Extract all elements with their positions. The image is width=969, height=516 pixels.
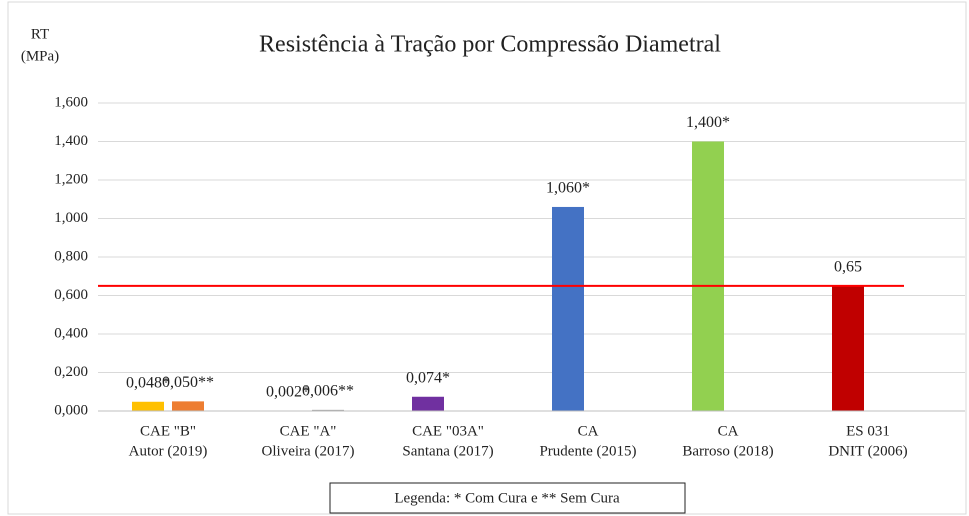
y-tick-label: 1,000 <box>54 210 88 226</box>
y-axis-label: RT <box>31 26 49 42</box>
y-tick-label: 0,200 <box>54 364 88 380</box>
data-label: 1,400* <box>686 114 730 131</box>
bar <box>692 141 724 411</box>
y-axis-label: (MPa) <box>21 48 59 64</box>
x-tick-label: CAE "B" <box>140 423 196 439</box>
y-tick-label: 0,800 <box>54 248 88 264</box>
data-label: 0,65 <box>834 259 862 276</box>
chart-title: Resistência à Tração por Compressão Diam… <box>259 32 721 58</box>
x-tick-label: CAE "A" <box>280 423 337 439</box>
data-label: 0,048* <box>126 374 170 391</box>
x-tick-label: Barroso (2018) <box>682 443 773 459</box>
x-tick-label: ES 031 <box>846 423 890 439</box>
data-label: 0,050** <box>162 374 214 391</box>
x-tick-label: CA <box>718 423 739 439</box>
y-tick-label: 0,600 <box>54 287 88 303</box>
x-tick-label: Santana (2017) <box>402 443 493 459</box>
chart-border <box>7 1 967 515</box>
data-label: 1,060* <box>546 180 590 197</box>
legend-box <box>329 482 686 514</box>
x-tick-label: CA <box>578 423 599 439</box>
x-tick-label: Prudente (2015) <box>539 443 636 459</box>
y-tick-label: 1,400 <box>54 133 88 149</box>
bar <box>832 285 864 411</box>
x-tick-label: DNIT (2006) <box>828 443 907 459</box>
y-tick-label: 0,400 <box>54 325 88 341</box>
data-label: 0,074* <box>406 369 450 386</box>
legend-note: Legenda: * Com Cura e ** Sem Cura <box>394 490 620 506</box>
y-tick-label: 1,200 <box>54 171 88 187</box>
bar <box>552 206 584 411</box>
y-tick-label: 1,600 <box>54 94 88 110</box>
x-tick-label: Oliveira (2017) <box>262 443 355 459</box>
data-label: 0,006** <box>302 383 354 400</box>
bar <box>312 409 344 411</box>
y-tick-label: 0,000 <box>54 402 88 418</box>
bar <box>412 396 444 411</box>
bar <box>172 401 204 411</box>
data-label: 0,002* <box>266 383 310 400</box>
bar <box>132 401 164 411</box>
x-tick-label: Autor (2019) <box>129 443 208 459</box>
x-tick-label: CAE "03A" <box>412 423 484 439</box>
